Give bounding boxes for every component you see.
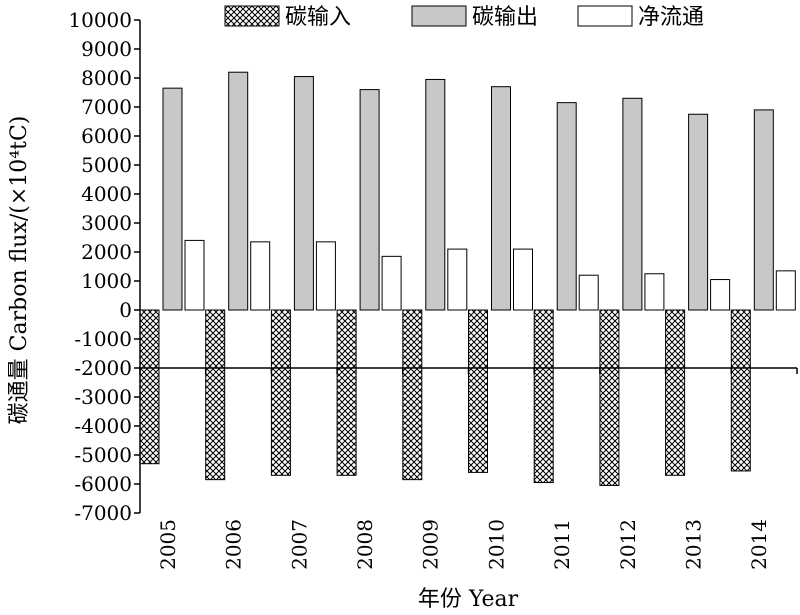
x-tick-label: 2012 [616,519,640,570]
y-tick-label: 5000 [81,153,132,177]
y-tick-label: -7000 [74,501,132,525]
bar-0-2013 [665,309,686,476]
y-tick-label: -2000 [74,356,132,380]
x-tick-label: 2006 [222,519,246,570]
y-tick-label: -4000 [74,414,132,438]
legend-label-0: 碳输入 [285,5,351,30]
y-tick-label: -5000 [74,443,132,467]
x-tick-label: 2008 [353,519,377,570]
bar-1-2012 [622,97,643,311]
bar-1-2008 [359,89,380,311]
bar-1-2009 [425,78,446,311]
bar-0-2010 [468,309,488,473]
legend-swatch-2 [577,5,633,27]
x-axis-title: 年份 Year [418,587,519,612]
x-tick-label: 2014 [747,519,771,570]
bar-2-2007 [315,241,336,311]
y-tick-label: -6000 [74,472,132,496]
legend-swatch-1 [411,5,467,27]
y-tick-label: 1000 [81,269,132,293]
bar-2-2011 [578,274,599,311]
bar-0-2011 [533,309,554,484]
bar-1-2005 [162,87,183,311]
bar-1-2014 [753,109,774,311]
bar-1-2011 [556,102,577,311]
bar-1-2007 [293,76,314,311]
bar-2-2005 [184,239,205,311]
bar-1-2006 [228,71,249,311]
y-tick-label: 9000 [81,37,132,61]
bar-0-2009 [402,309,423,481]
bar-0-2005 [139,309,160,465]
bar-2-2008 [381,255,402,311]
y-tick-label: 0 [119,298,132,322]
bar-2-2010 [513,248,533,311]
bar-2-2014 [775,270,796,311]
y-tick-label: -1000 [74,327,132,351]
bar-2-2009 [447,248,468,311]
x-tick-label: 2010 [484,519,508,570]
bar-2-2012 [644,273,665,311]
x-tick-label: 2005 [156,519,180,570]
bar-1-2013 [688,113,709,311]
bar-0-2007 [270,309,291,476]
legend-label-1: 碳输出 [472,5,538,30]
x-tick-label: 2011 [550,519,574,570]
y-tick-label: 4000 [81,182,132,206]
bar-0-2014 [730,309,751,472]
bar-2-2013 [710,279,731,311]
y-tick-label: 10000 [68,8,132,32]
x-tick-label: 2009 [419,519,443,570]
x-tick-label: 2007 [287,519,311,570]
legend-label-2: 净流通 [638,5,704,30]
y-tick-label: 2000 [81,240,132,264]
y-axis-title: 碳通量 Carbon flux/(×10⁴tC) [7,116,32,425]
y-tick-label: 3000 [81,211,132,235]
legend-swatch-0 [224,5,280,27]
bars [139,71,796,486]
y-tick-label: 6000 [81,124,132,148]
x-tick-label: 2013 [681,519,705,570]
bar-0-2012 [599,309,620,486]
bar-0-2006 [205,309,226,481]
axes: 1000090008000700060005000400030002000100… [68,8,798,570]
y-tick-label: 8000 [81,66,132,90]
bar-2-2006 [250,241,271,311]
bar-1-2010 [491,86,511,311]
y-tick-label: 7000 [81,95,132,119]
bar-0-2008 [336,309,357,476]
y-tick-label: -3000 [74,385,132,409]
legend: 碳输入 碳输出 净流通 [224,5,704,30]
